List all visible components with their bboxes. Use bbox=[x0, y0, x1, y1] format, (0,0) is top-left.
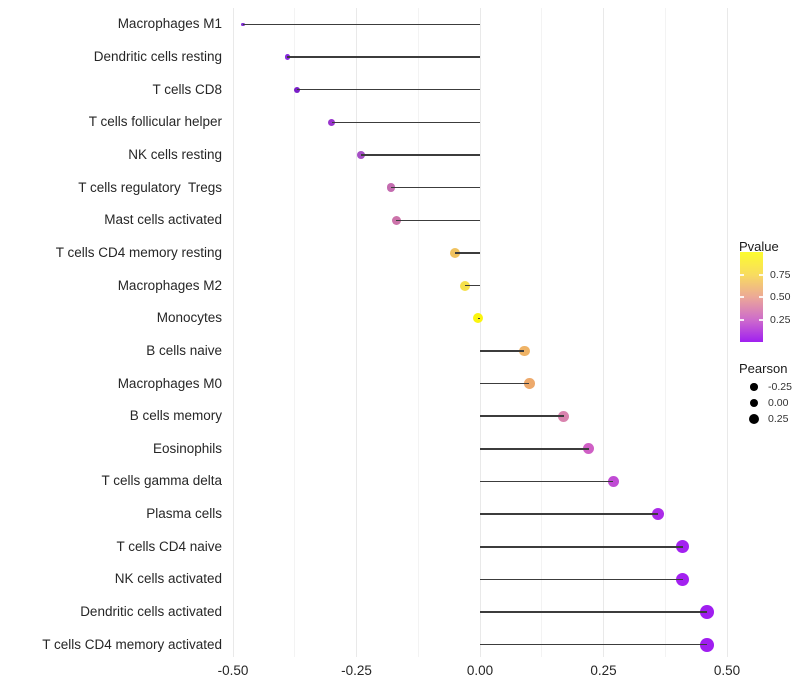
y-axis-label: Eosinophils bbox=[152, 440, 222, 456]
pvalue-tick-label: 0.50 bbox=[770, 291, 791, 303]
y-axis-label: T cells regulatory Tregs bbox=[78, 179, 222, 195]
y-axis-label: Plasma cells bbox=[146, 506, 222, 522]
y-axis-label: T cells CD4 naive bbox=[116, 538, 222, 554]
lollipop-point bbox=[676, 540, 690, 554]
y-axis-label: B cells naive bbox=[146, 342, 222, 358]
lollipop-stem bbox=[480, 644, 708, 646]
lollipop-stem bbox=[455, 252, 480, 254]
lollipop-stem bbox=[331, 121, 480, 123]
major-gridline bbox=[726, 8, 728, 657]
pvalue-tick-mark bbox=[759, 318, 763, 321]
y-axis-label: Macrophages M0 bbox=[117, 375, 222, 391]
minor-gridline bbox=[294, 8, 296, 657]
major-gridline bbox=[232, 8, 234, 657]
x-axis-tick-label: -0.25 bbox=[341, 663, 372, 678]
y-axis-label: T cells CD8 bbox=[152, 81, 222, 97]
x-axis-tick-label: -0.50 bbox=[217, 663, 249, 678]
y-axis-label: Macrophages M2 bbox=[117, 277, 222, 293]
x-axis-tick-label: 0.25 bbox=[590, 663, 617, 678]
y-axis-label: T cells follicular helper bbox=[88, 114, 222, 130]
y-axis-label: T cells CD4 memory activated bbox=[42, 636, 222, 652]
major-gridline bbox=[356, 8, 357, 657]
lollipop-stem bbox=[480, 611, 708, 613]
y-axis-label: Dendritic cells resting bbox=[93, 48, 222, 64]
pearson-size-dot bbox=[749, 414, 759, 424]
lollipop-stem bbox=[297, 88, 480, 91]
lollipop-stem bbox=[480, 350, 525, 352]
lollipop-stem bbox=[480, 578, 683, 581]
lollipop-stem bbox=[480, 448, 589, 450]
major-gridline bbox=[479, 8, 481, 657]
lollipop-stem bbox=[361, 154, 480, 156]
pearson-legend-title: Pearson bbox=[739, 361, 788, 376]
x-axis-tick-label: 0.00 bbox=[466, 663, 494, 678]
lollipop-stem bbox=[480, 480, 614, 483]
y-axis-label: T cells CD4 memory resting bbox=[55, 244, 222, 260]
lollipop-stem bbox=[396, 219, 480, 221]
pvalue-tick-mark bbox=[740, 296, 744, 298]
y-axis-label: NK cells resting bbox=[128, 146, 222, 162]
pearson-size-label: 0.00 bbox=[768, 397, 789, 409]
lollipop-point bbox=[524, 378, 535, 389]
pvalue-tick-mark bbox=[740, 273, 744, 276]
lollipop-stem bbox=[465, 284, 480, 287]
y-axis-label: Dendritic cells activated bbox=[80, 604, 222, 620]
lollipop-point bbox=[651, 507, 665, 521]
lollipop-point bbox=[676, 572, 690, 586]
minor-gridline bbox=[664, 8, 666, 657]
lollipop-stem bbox=[480, 546, 683, 548]
pvalue-gradient-bar bbox=[740, 252, 763, 342]
lollipop-point bbox=[386, 183, 396, 192]
pearson-size-label: 0.25 bbox=[768, 413, 789, 425]
minor-gridline bbox=[417, 8, 419, 657]
lollipop-stem bbox=[477, 317, 480, 319]
major-gridline bbox=[603, 8, 604, 657]
x-axis-tick-label: 0.50 bbox=[713, 663, 741, 678]
pearson-size-dot bbox=[749, 398, 759, 408]
lollipop-stem bbox=[480, 382, 530, 385]
lollipop-stem bbox=[287, 56, 480, 58]
pvalue-tick-mark bbox=[740, 318, 744, 321]
y-axis-label: Macrophages M1 bbox=[117, 16, 222, 32]
pvalue-tick-label: 0.75 bbox=[770, 268, 791, 281]
lollipop-stem bbox=[480, 415, 564, 417]
lollipop-stem bbox=[480, 513, 658, 515]
pvalue-legend-title: Pvalue bbox=[739, 239, 779, 254]
y-axis-label: Mast cells activated bbox=[104, 212, 222, 228]
y-axis-label: NK cells activated bbox=[114, 571, 222, 587]
pvalue-tick-label: 0.25 bbox=[770, 313, 791, 326]
pvalue-tick-mark bbox=[759, 296, 763, 298]
y-axis-label: B cells memory bbox=[129, 408, 222, 424]
pearson-size-dot bbox=[750, 383, 758, 391]
minor-gridline bbox=[541, 8, 543, 657]
lollipop-stem bbox=[242, 23, 480, 25]
pearson-size-label: -0.25 bbox=[768, 381, 792, 393]
pvalue-tick-mark bbox=[759, 273, 763, 276]
lollipop-point bbox=[558, 410, 570, 422]
lollipop-stem bbox=[391, 186, 480, 189]
y-axis-label: Monocytes bbox=[156, 310, 222, 326]
y-axis-label: T cells gamma delta bbox=[101, 473, 222, 489]
